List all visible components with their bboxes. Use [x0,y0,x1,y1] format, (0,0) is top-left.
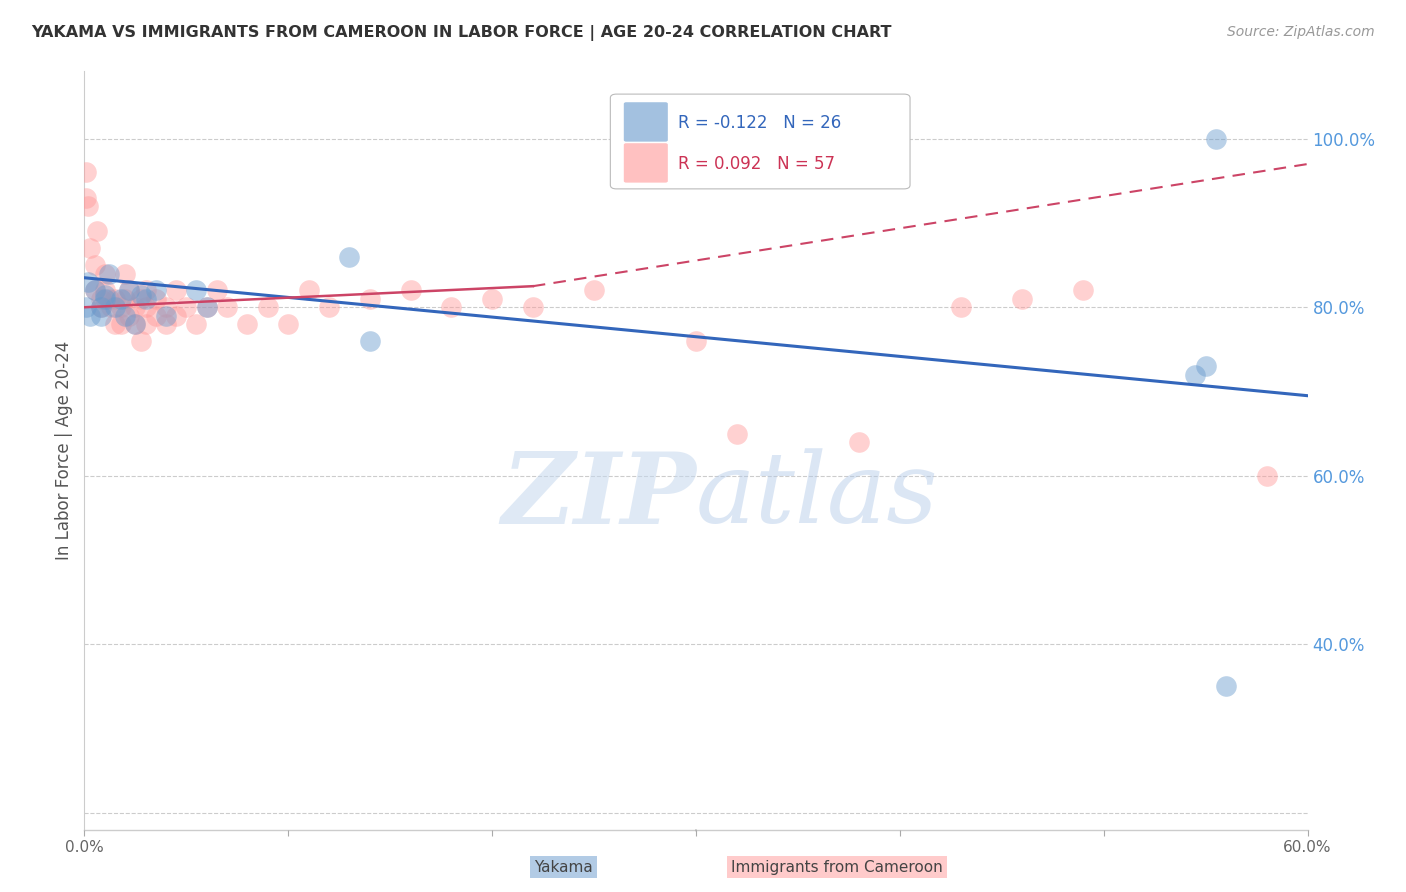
Point [83,258,105,272]
FancyBboxPatch shape [610,95,910,189]
Point [205,284,228,298]
Point [135,284,157,298]
Point [685,334,707,348]
Text: R = -0.122   N = 26: R = -0.122 N = 26 [678,114,841,132]
Point [83,284,105,298]
Text: R = 0.092   N = 57: R = 0.092 N = 57 [678,155,835,173]
Point [83,284,105,298]
Point [195,300,218,314]
Point [145,292,167,306]
Point [131,292,153,306]
Point [100,300,122,314]
Text: YAKAMA VS IMMIGRANTS FROM CAMEROON IN LABOR FORCE | AGE 20-24 CORRELATION CHART: YAKAMA VS IMMIGRANTS FROM CAMEROON IN LA… [31,25,891,41]
Point [79,241,101,255]
Point [257,300,280,314]
Point [110,317,132,331]
Point [155,300,177,314]
Point [90,300,112,314]
Point [114,309,136,323]
Point [104,292,127,306]
Point [481,292,503,306]
Point [848,435,870,450]
Point [124,317,146,331]
Point [318,300,340,314]
Point [124,317,146,331]
Point [75,300,97,314]
Point [90,292,112,306]
Point [339,250,361,264]
Point [277,317,299,331]
Point [399,284,422,298]
Point [97,267,120,281]
Point [118,284,141,298]
Point [1215,679,1237,693]
Point [86,224,108,238]
Point [90,300,112,314]
Point [174,300,197,314]
Point [135,292,157,306]
Point [440,300,463,314]
Point [135,317,157,331]
Point [114,292,136,306]
Point [93,287,115,301]
Point [298,284,321,298]
Point [77,275,100,289]
Point [155,317,177,331]
Point [1256,468,1278,483]
Text: ZIP: ZIP [501,448,696,544]
Point [110,292,132,306]
Point [217,300,239,314]
Point [104,300,127,314]
Y-axis label: In Labor Force | Age 20-24: In Labor Force | Age 20-24 [55,341,73,560]
Point [118,284,141,298]
Point [1195,359,1218,374]
Point [118,309,141,323]
Text: Yakama: Yakama [534,860,593,874]
Point [583,284,606,298]
Point [186,284,208,298]
Point [950,300,973,314]
Point [155,309,177,323]
Point [359,292,381,306]
Text: Source: ZipAtlas.com: Source: ZipAtlas.com [1227,25,1375,39]
Point [1184,368,1206,382]
FancyBboxPatch shape [624,144,668,183]
Point [110,300,132,314]
Point [114,267,136,281]
Point [75,191,97,205]
Point [131,287,153,301]
Point [93,292,115,306]
Point [75,165,97,179]
Point [93,284,115,298]
Point [165,309,187,323]
Point [104,317,127,331]
Point [236,317,259,331]
Point [97,292,120,306]
Point [1073,284,1095,298]
Point [131,334,153,348]
Point [93,267,115,281]
Text: Immigrants from Cameroon: Immigrants from Cameroon [731,860,943,874]
Point [359,334,381,348]
FancyBboxPatch shape [624,103,668,142]
Point [165,284,187,298]
Point [1011,292,1033,306]
Point [145,284,167,298]
Point [1205,132,1227,146]
Point [79,309,101,323]
Point [195,300,218,314]
Point [145,309,167,323]
Point [90,309,112,323]
Text: atlas: atlas [696,449,939,543]
Point [135,300,157,314]
Point [77,199,100,213]
Point [725,426,748,441]
Point [522,300,544,314]
Point [186,317,208,331]
Point [124,300,146,314]
